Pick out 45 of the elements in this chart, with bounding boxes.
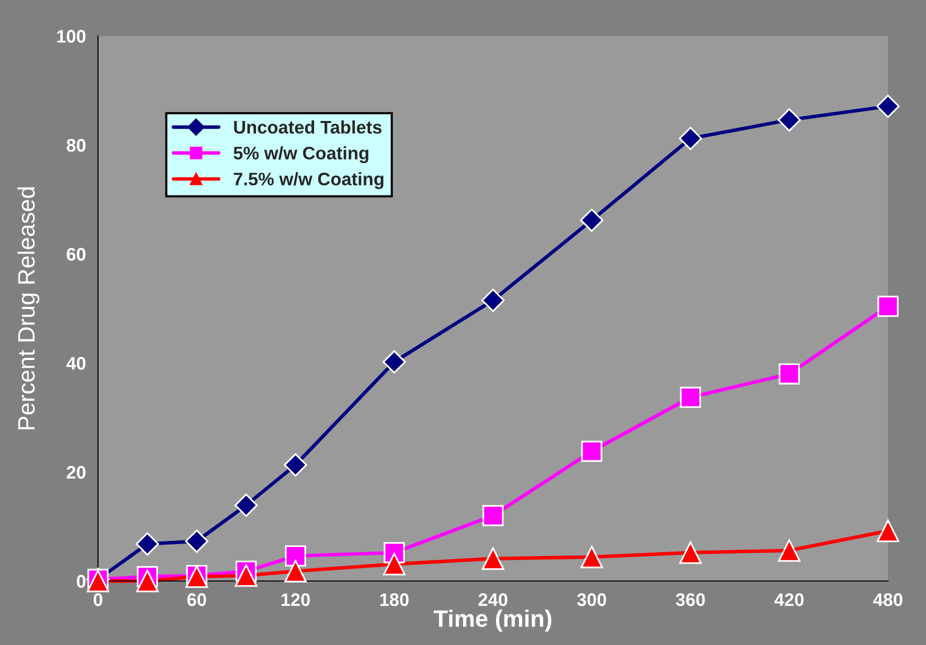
point	[482, 505, 504, 526]
point	[580, 546, 603, 568]
point	[284, 545, 306, 566]
point	[234, 494, 258, 517]
x-tick-label: 180	[380, 593, 409, 606]
point	[481, 288, 505, 312]
point	[383, 552, 406, 576]
y-tick-label: 80	[66, 138, 86, 152]
y-tick-label: 20	[66, 466, 86, 479]
legend-label: Uncoated Tablets	[234, 120, 382, 134]
point	[382, 350, 406, 374]
point	[284, 560, 307, 582]
point	[482, 547, 504, 570]
x-tick-label: 120	[282, 593, 310, 606]
y-tick-label: 100	[57, 30, 86, 43]
point	[778, 539, 800, 562]
x-tick-label: 60	[187, 593, 206, 606]
x-tick-label: 300	[577, 593, 606, 606]
y-axis-title: Percent Drug Released	[17, 187, 40, 430]
point	[679, 541, 702, 564]
point	[136, 532, 160, 556]
x-tick-label: 480	[873, 593, 902, 606]
point	[680, 386, 702, 408]
point	[284, 453, 308, 477]
point	[580, 208, 604, 232]
legend-label: 5% w/w Coating	[234, 146, 368, 164]
legend-label: 7.5% w/w Coating	[234, 172, 384, 190]
y-tick-label: 60	[66, 248, 86, 261]
point	[581, 440, 602, 462]
point	[185, 530, 208, 553]
point	[778, 363, 800, 384]
y-tick-label: 40	[66, 356, 86, 370]
x-tick-label: 420	[774, 593, 804, 606]
point	[876, 94, 900, 118]
point	[877, 296, 899, 317]
point	[234, 564, 258, 587]
point	[136, 570, 159, 592]
y-tick-label: 0	[76, 574, 86, 588]
x-axis-title: Time (min)	[434, 610, 552, 632]
point	[778, 108, 801, 132]
point	[876, 520, 900, 542]
x-tick-label: 0	[94, 593, 102, 606]
point	[678, 126, 702, 150]
x-tick-label: 240	[478, 593, 508, 606]
x-tick-label: 360	[676, 593, 705, 606]
